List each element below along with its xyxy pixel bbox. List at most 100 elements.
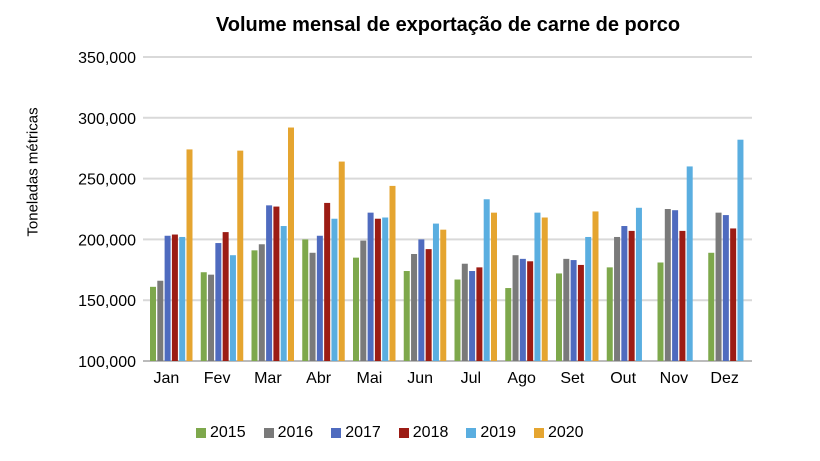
bar-2017-Jan (164, 235, 171, 361)
x-tick-label: Mai (356, 370, 382, 387)
bar-2016-Mar (258, 244, 265, 361)
x-tick-label: Fev (204, 370, 231, 387)
bar-2017-Jul (469, 271, 476, 361)
bar-2018-Nov (679, 230, 686, 361)
legend-item-2019: 2019 (466, 424, 516, 442)
bar-2015-Ago (505, 288, 512, 361)
bar-2016-Set (563, 258, 570, 361)
bar-2016-Nov (664, 209, 671, 361)
bar-2015-Jan (150, 286, 156, 361)
bar-2018-Jul (476, 267, 483, 361)
bar-2018-Fev (222, 232, 229, 361)
bar-2020-Mai (389, 185, 396, 361)
bar-2019-Jan (179, 236, 186, 361)
legend-swatch (398, 428, 409, 438)
bar-2019-Abr (331, 218, 338, 361)
bar-2017-Mai (367, 212, 374, 361)
bar-2019-Jul (483, 199, 490, 361)
bar-2018-Mar (273, 206, 280, 361)
x-tick-label: Mar (254, 370, 282, 387)
bar-2015-Dez (708, 252, 715, 361)
bar-2016-Abr (309, 252, 316, 361)
legend-item-2018: 2018 (398, 424, 449, 442)
x-tick-label: Ago (507, 370, 536, 387)
bar-2017-Fev (215, 243, 222, 361)
bar-2018-Set (577, 264, 584, 361)
bar-2015-Nov (657, 262, 664, 361)
bar-2015-Mai (353, 257, 359, 361)
bar-2020-Fev (237, 150, 244, 361)
legend-swatch (331, 428, 342, 438)
bar-2015-Fev (200, 272, 207, 361)
bar-2018-Mai (374, 218, 381, 361)
bar-2019-Nov (686, 166, 693, 361)
bar-2019-Mai (382, 217, 389, 361)
bar-2017-Set (570, 260, 577, 361)
bar-2016-Mai (360, 240, 367, 361)
x-tick-label: Out (610, 370, 636, 387)
legend-swatch (533, 428, 544, 438)
bar-2019-Mar (280, 226, 287, 361)
legend-swatch (196, 428, 206, 438)
legend-item-2020: 2020 (533, 424, 584, 442)
bar-2017-Jun (418, 239, 425, 361)
legend-label: 2017 (345, 424, 381, 441)
bar-2016-Jun (411, 253, 418, 361)
legend-swatch (263, 428, 274, 438)
x-tick-label: Dez (710, 370, 738, 387)
legend-label: 2018 (412, 424, 449, 441)
bar-2020-Jun (440, 229, 447, 361)
bar-2018-Abr (324, 202, 331, 361)
bar-2017-Mar (266, 205, 273, 361)
y-tick-label: 300,000 (78, 111, 136, 128)
bar-2019-Jun (432, 223, 439, 361)
bar-2017-Abr (316, 235, 323, 361)
bar-2016-Out (614, 236, 621, 361)
bar-2015-Jul (454, 279, 461, 361)
legend: 2015 2016 2017 2018 2019 2020 (196, 424, 584, 442)
legend-item-2015: 2015 (196, 424, 246, 442)
y-tick-label: 150,000 (78, 293, 136, 310)
bar-2020-Set (592, 211, 599, 361)
bar-2015-Mar (251, 250, 258, 361)
x-tick-label: Jun (407, 370, 433, 387)
bar-2015-Jun (403, 271, 410, 361)
bar-2019-Out (635, 207, 642, 361)
bar-2015-Out (606, 267, 613, 361)
bar-2020-Jan (186, 149, 193, 361)
bar-2020-Abr (338, 161, 345, 361)
bar-2016-Fev (208, 274, 215, 361)
bar-2019-Set (585, 236, 592, 361)
legend-label: 2015 (210, 424, 246, 441)
legend-item-2017: 2017 (331, 424, 381, 442)
bar-2017-Ago (519, 258, 526, 361)
bar-2020-Jul (491, 212, 497, 361)
bar-2020-Ago (541, 217, 548, 361)
bar-2019-Ago (534, 212, 541, 361)
legend-item-2016: 2016 (263, 424, 314, 442)
bar-2016-Dez (715, 212, 722, 361)
x-tick-label: Jul (461, 370, 481, 387)
x-tick-label: Abr (306, 370, 332, 387)
legend-label: 2020 (547, 424, 584, 441)
bar-2018-Out (628, 230, 635, 361)
bar-2016-Jan (157, 280, 164, 361)
bar-2018-Ago (527, 261, 534, 361)
bar-2015-Abr (302, 239, 309, 361)
bar-2015-Set (556, 273, 562, 361)
bar-2019-Fev (229, 255, 236, 361)
y-tick-label: 250,000 (78, 172, 136, 189)
bar-2018-Dez (730, 228, 737, 361)
bar-2020-Mar (288, 127, 294, 361)
bar-2018-Jan (171, 234, 178, 361)
y-tick-label: 350,000 (78, 50, 136, 67)
x-tick-label: Jan (153, 370, 179, 387)
y-tick-label: 200,000 (78, 232, 136, 249)
x-tick-label: Set (560, 370, 585, 387)
bar-2017-Dez (722, 215, 729, 361)
legend-label: 2016 (277, 424, 314, 441)
bar-2017-Out (621, 226, 628, 361)
bar-2019-Dez (737, 139, 744, 361)
bar-2016-Jul (461, 263, 468, 361)
